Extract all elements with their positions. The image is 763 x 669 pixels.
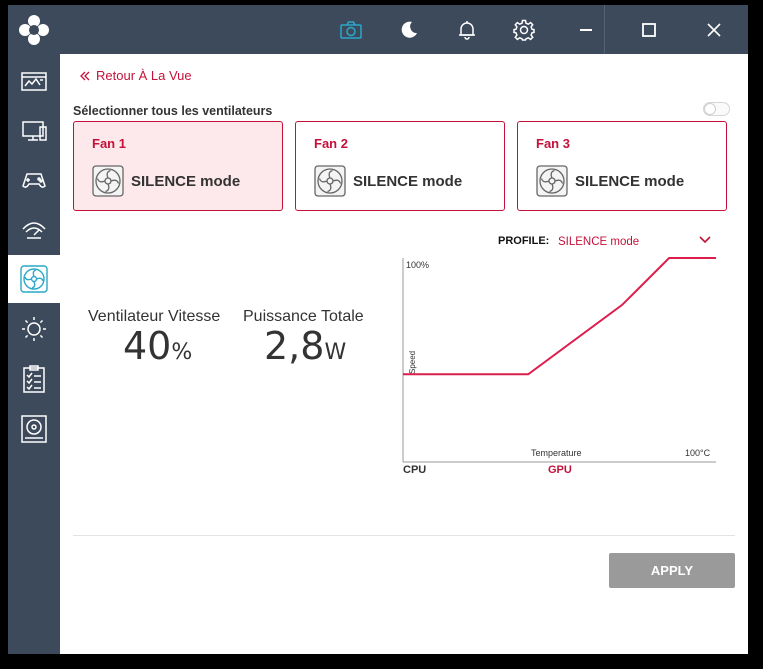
app-window: Retour À La Vue Sélectionner tous les ve… bbox=[8, 5, 748, 654]
sidebar-item-dashboard[interactable] bbox=[8, 57, 60, 105]
select-all-toggle[interactable] bbox=[703, 102, 730, 116]
fan-card-1[interactable]: Fan 1 SILENCE mode bbox=[73, 121, 283, 211]
profile-select[interactable]: SILENCE mode bbox=[558, 236, 640, 248]
fan-card-mode: SILENCE mode bbox=[353, 173, 463, 190]
sidebar-item-fan[interactable] bbox=[8, 255, 60, 303]
fan-card-mode: SILENCE mode bbox=[131, 173, 241, 190]
fan-curve-chart[interactable]: 100% Speed Temperature 100°C bbox=[392, 254, 718, 466]
app-logo-icon bbox=[19, 15, 49, 45]
apply-button[interactable]: APPLY bbox=[609, 553, 735, 588]
total-power-value: 2,8W bbox=[264, 324, 346, 368]
total-power-number: 2,8 bbox=[264, 324, 325, 368]
close-button[interactable] bbox=[689, 5, 739, 54]
speedometer-icon bbox=[22, 222, 46, 239]
y-top-label: 100% bbox=[406, 260, 429, 270]
settings-button[interactable] bbox=[499, 5, 549, 54]
gear-icon bbox=[513, 19, 535, 41]
fan-card-title: Fan 2 bbox=[314, 136, 348, 151]
back-link-label: Retour À La Vue bbox=[96, 68, 192, 83]
chevron-down-icon[interactable] bbox=[698, 234, 712, 246]
fan-speed-unit: % bbox=[171, 340, 193, 365]
sidebar-item-performance[interactable] bbox=[8, 206, 60, 254]
fan-card-2[interactable]: Fan 2 SILENCE mode bbox=[295, 121, 505, 211]
title-bar-separator bbox=[604, 5, 605, 54]
fan-speed-number: 40 bbox=[123, 324, 172, 368]
total-power-label: Puissance Totale bbox=[243, 308, 364, 325]
sidebar-item-gaming[interactable] bbox=[8, 156, 60, 204]
sidebar-item-lighting[interactable] bbox=[8, 305, 60, 353]
back-link[interactable]: Retour À La Vue bbox=[80, 68, 192, 83]
theme-button[interactable] bbox=[384, 5, 434, 54]
fan-speed-value: 40% bbox=[123, 324, 192, 368]
divider bbox=[73, 535, 735, 536]
storage-icon bbox=[21, 415, 47, 443]
brightness-icon bbox=[22, 317, 46, 341]
sidebar-item-monitor[interactable] bbox=[8, 107, 60, 155]
camera-button[interactable] bbox=[326, 5, 376, 54]
maximize-icon bbox=[642, 22, 656, 37]
double-chevron-left-icon bbox=[80, 71, 90, 80]
y-axis-label: Speed bbox=[408, 351, 417, 374]
fan-card-mode: SILENCE mode bbox=[575, 173, 685, 190]
fan-card-title: Fan 3 bbox=[536, 136, 570, 151]
x-axis-label: Temperature bbox=[531, 448, 582, 458]
bell-icon bbox=[459, 20, 475, 40]
gamepad-icon bbox=[22, 173, 46, 188]
sensor-gpu-tab[interactable]: GPU bbox=[548, 464, 572, 476]
toggle-knob bbox=[704, 103, 716, 115]
sidebar-item-tasks[interactable] bbox=[8, 355, 60, 403]
fan-speed-label: Ventilateur Vitesse bbox=[88, 308, 221, 325]
sensor-cpu-tab[interactable]: CPU bbox=[403, 464, 427, 476]
x-right-label: 100°C bbox=[685, 448, 711, 458]
notifications-button[interactable] bbox=[442, 5, 492, 54]
main-content: Retour À La Vue Sélectionner tous les ve… bbox=[60, 54, 748, 654]
camera-icon bbox=[340, 20, 362, 39]
sidebar-item-storage[interactable] bbox=[8, 405, 60, 453]
fan-curve-line[interactable] bbox=[403, 257, 716, 376]
fan-icon bbox=[92, 165, 124, 197]
close-icon bbox=[707, 22, 721, 37]
fan-card-3[interactable]: Fan 3 SILENCE mode bbox=[517, 121, 727, 211]
minimize-icon bbox=[580, 28, 592, 31]
sidebar bbox=[8, 5, 60, 654]
fan-icon bbox=[314, 165, 346, 197]
total-power-unit: W bbox=[324, 340, 347, 365]
maximize-button[interactable] bbox=[624, 5, 674, 54]
checklist-icon bbox=[23, 365, 45, 393]
fan-card-title: Fan 1 bbox=[92, 136, 126, 151]
monitor-icon bbox=[22, 121, 47, 141]
fan-icon bbox=[536, 165, 568, 197]
select-all-label: Sélectionner tous les ventilateurs bbox=[73, 104, 273, 118]
dashboard-icon bbox=[21, 72, 47, 91]
profile-label: PROFILE: bbox=[498, 235, 550, 247]
moon-icon bbox=[401, 21, 417, 38]
title-bar bbox=[60, 5, 748, 54]
fan-icon bbox=[20, 265, 48, 293]
minimize-button[interactable] bbox=[561, 5, 611, 54]
